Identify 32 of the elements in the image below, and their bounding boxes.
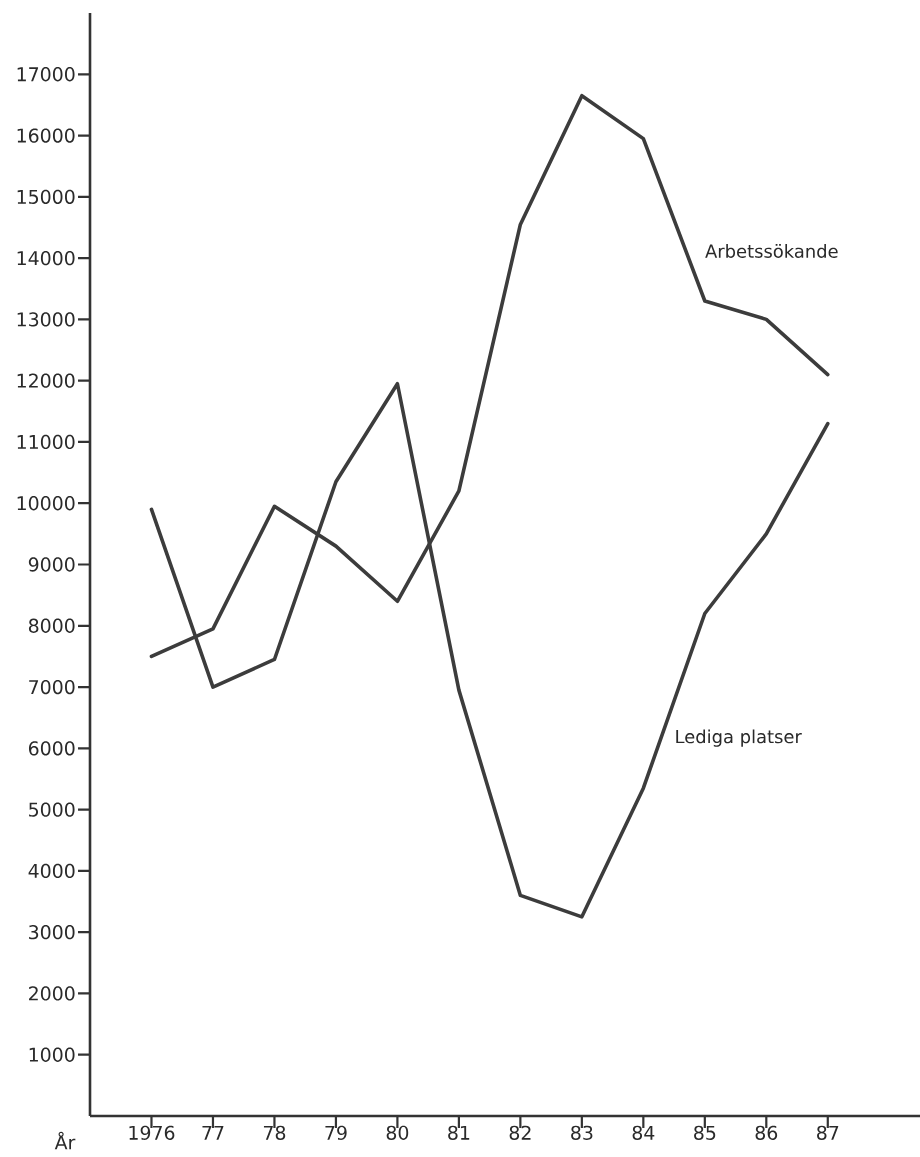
y-tick-label: 7000	[29, 679, 75, 695]
y-tick-label: 4000	[28, 863, 75, 879]
y-tick-label: 14000	[17, 250, 75, 266]
y-tick-label: 8000	[28, 618, 75, 633]
x-tick-label: 79	[325, 1125, 347, 1140]
x-tick-label: 77	[202, 1125, 224, 1140]
y-tick-label: 9000	[28, 557, 75, 572]
x-axis-title: År	[54, 1131, 76, 1150]
y-tick-label: 1000	[29, 1047, 75, 1062]
y-tick-label: 13000	[17, 312, 75, 327]
series-label: Arbetssökande	[705, 244, 838, 258]
y-tick-label: 15000	[17, 189, 75, 204]
y-tick-label: 11000	[17, 434, 75, 450]
y-tick-label: 2000	[29, 986, 75, 1001]
x-tick-label: 87	[817, 1125, 839, 1140]
x-tick-label: 84	[632, 1125, 655, 1140]
y-tick-label: 12000	[17, 373, 75, 388]
x-tick-label: 86	[755, 1125, 778, 1140]
y-tick-label: 16000	[17, 128, 75, 143]
series-label: Lediga platser	[676, 729, 802, 747]
y-tick-label: 6000	[28, 741, 75, 756]
x-tick-label: 80	[386, 1125, 409, 1140]
y-tick-label: 3000	[29, 925, 75, 940]
y-tick-label: 5000	[29, 802, 75, 817]
y-tick-label: 10000	[17, 496, 75, 511]
x-tick-label: 78	[263, 1125, 286, 1140]
x-tick-label: 83	[571, 1125, 593, 1140]
x-tick-label: 82	[509, 1125, 531, 1140]
x-tick-label: 81	[448, 1125, 470, 1140]
y-tick-label: 17000	[17, 67, 75, 82]
x-tick-label: 85	[694, 1125, 716, 1140]
x-tick-label: 1976	[129, 1125, 175, 1140]
